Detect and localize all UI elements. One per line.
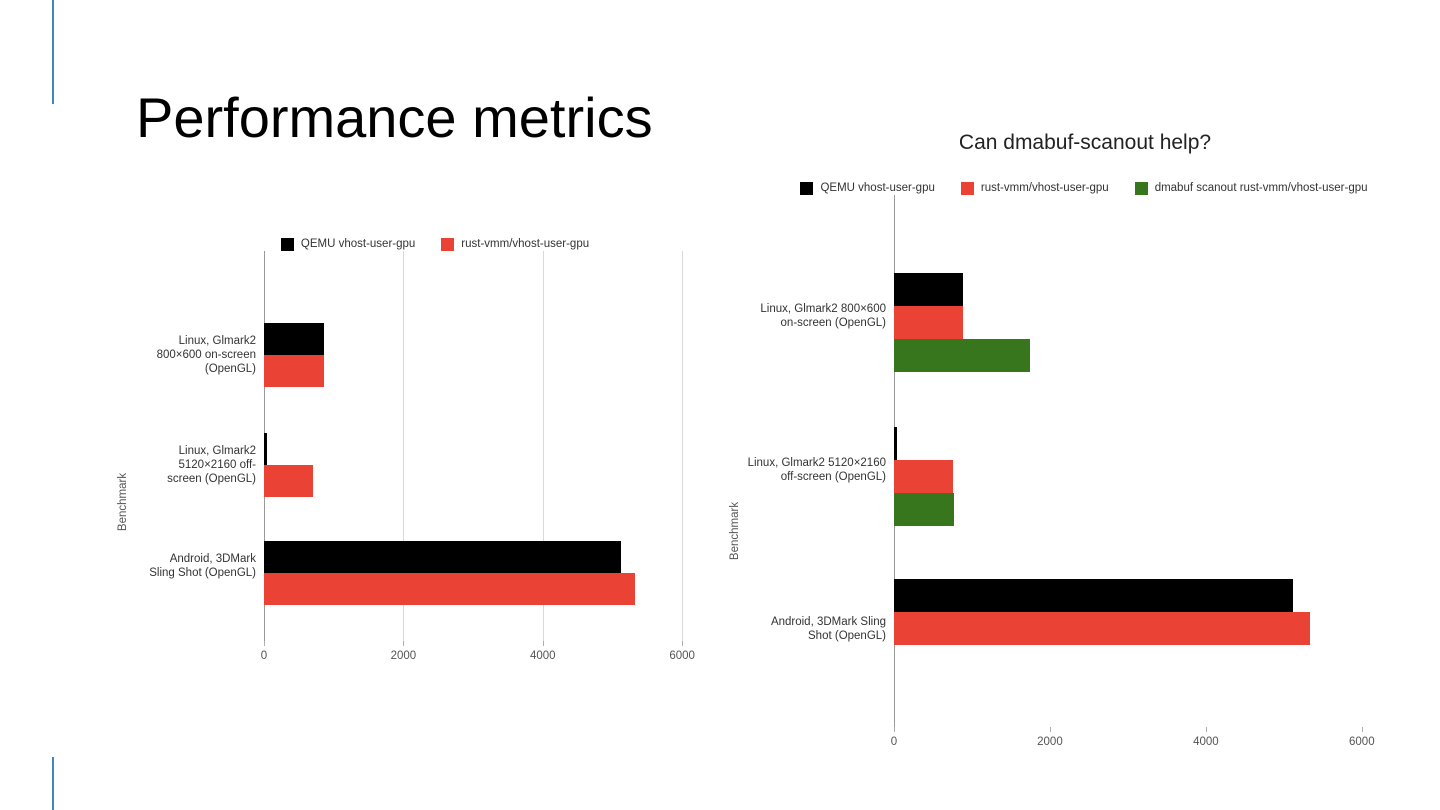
right-chart-legend: QEMU vhost-user-gpu rust-vmm/vhost-user-g… — [738, 182, 1430, 195]
left-chart-bar — [264, 355, 324, 387]
left-chart-legend: QEMU vhost-user-gpu rust-vmm/vhost-user-g… — [140, 238, 730, 251]
left-chart-plot: Benchmark Linux, Glmark2 800×600 on-scre… — [110, 251, 730, 662]
left-chart-category-label: Android, 3DMark Sling Shot (OpenGL) — [149, 553, 256, 579]
right-chart-bar — [894, 273, 963, 306]
right-chart-bar — [894, 339, 1031, 372]
right-chart-bar — [894, 306, 963, 339]
legend-label: dmabuf scanout rust-vmm/vhost-user-gpu — [1154, 182, 1368, 194]
accent-line-top — [52, 0, 54, 104]
accent-line-bottom — [52, 757, 54, 810]
legend-label: rust-vmm/vhost-user-gpu — [461, 238, 590, 250]
right-chart-plot: Benchmark Linux, Glmark2 800×600 on-scre… — [729, 195, 1430, 755]
right-chart-bar — [894, 612, 1311, 645]
left-chart-bar — [264, 323, 324, 355]
left-chart-category-label: Linux, Glmark2 5120×2160 off-screen (Ope… — [167, 445, 256, 485]
right-chart-title: Can dmabuf-scanout help? — [958, 131, 1212, 154]
right-chart-plot-area — [894, 195, 1393, 727]
right-chart-tick-label: 0 — [890, 736, 898, 748]
left-chart-y-axis-title: Benchmark — [117, 472, 129, 532]
left-chart-tick-mark — [682, 641, 684, 646]
right-chart-bar — [894, 427, 898, 460]
left-chart-tick-label: 0 — [260, 650, 268, 662]
left-chart-bar — [264, 433, 267, 465]
right-chart-tick-mark — [1361, 727, 1363, 732]
left-chart-tick-label: 2000 — [390, 650, 417, 662]
left-chart-gridline — [403, 251, 405, 641]
legend-swatch-icon — [441, 238, 455, 251]
right-chart-tick-mark — [1049, 727, 1051, 732]
right-chart-y-axis-title: Benchmark — [729, 501, 741, 561]
legend-swatch-icon — [960, 182, 974, 195]
right-chart-category-label: Android, 3DMark Sling Shot (OpenGL) — [770, 615, 886, 642]
left-chart-bar — [264, 573, 636, 605]
legend-swatch-icon — [1134, 182, 1148, 195]
legend-label: rust-vmm/vhost-user-gpu — [980, 182, 1109, 194]
right-chart-tick-label: 4000 — [1193, 736, 1219, 748]
right-chart-tick-mark — [1205, 727, 1207, 732]
right-chart-legend-item: rust-vmm/vhost-user-gpu — [960, 182, 1109, 195]
left-chart-legend-item: rust-vmm/vhost-user-gpu — [441, 238, 589, 251]
left-chart-tick-label: 6000 — [669, 650, 695, 662]
left-chart-tick-mark — [542, 641, 544, 646]
legend-label: QEMU vhost-user-gpu — [820, 182, 935, 194]
left-chart-category-label: Linux, Glmark2 800×600 on-screen (OpenGL… — [156, 335, 256, 375]
right-chart-tick-label: 2000 — [1037, 736, 1063, 748]
left-chart-plot-area — [264, 251, 710, 641]
right-chart-bar — [894, 493, 955, 526]
right-chart-tick-label: 6000 — [1349, 736, 1375, 748]
right-chart-bar — [894, 579, 1294, 612]
legend-swatch-icon — [280, 238, 294, 251]
right-chart-category-label: Linux, Glmark2 800×600 on-screen (OpenGL… — [760, 302, 886, 329]
left-chart-tick-mark — [403, 641, 405, 646]
left-chart-gridline — [682, 251, 684, 641]
legend-swatch-icon — [800, 182, 814, 195]
left-chart-bar — [264, 465, 313, 497]
left-chart-legend-item: QEMU vhost-user-gpu — [280, 238, 416, 251]
right-chart-legend-item: dmabuf scanout rust-vmm/vhost-user-gpu — [1134, 182, 1368, 195]
left-chart-tick-mark — [264, 641, 265, 646]
right-chart-category-label: Linux, Glmark2 5120×2160 off-screen (Ope… — [747, 456, 886, 483]
left-chart: QEMU vhost-user-gpu rust-vmm/vhost-user-g… — [110, 228, 730, 678]
right-chart-legend-item: QEMU vhost-user-gpu — [800, 182, 935, 195]
page-title: Performance metrics — [136, 86, 653, 149]
right-chart: Can dmabuf-scanout help? QEMU vhost-user… — [729, 130, 1430, 780]
left-chart-tick-label: 4000 — [529, 650, 556, 662]
left-chart-bar — [264, 541, 621, 573]
right-chart-tick-mark — [894, 727, 895, 732]
left-chart-gridline — [542, 251, 544, 641]
legend-label: QEMU vhost-user-gpu — [300, 238, 416, 250]
right-chart-bar — [894, 460, 954, 493]
